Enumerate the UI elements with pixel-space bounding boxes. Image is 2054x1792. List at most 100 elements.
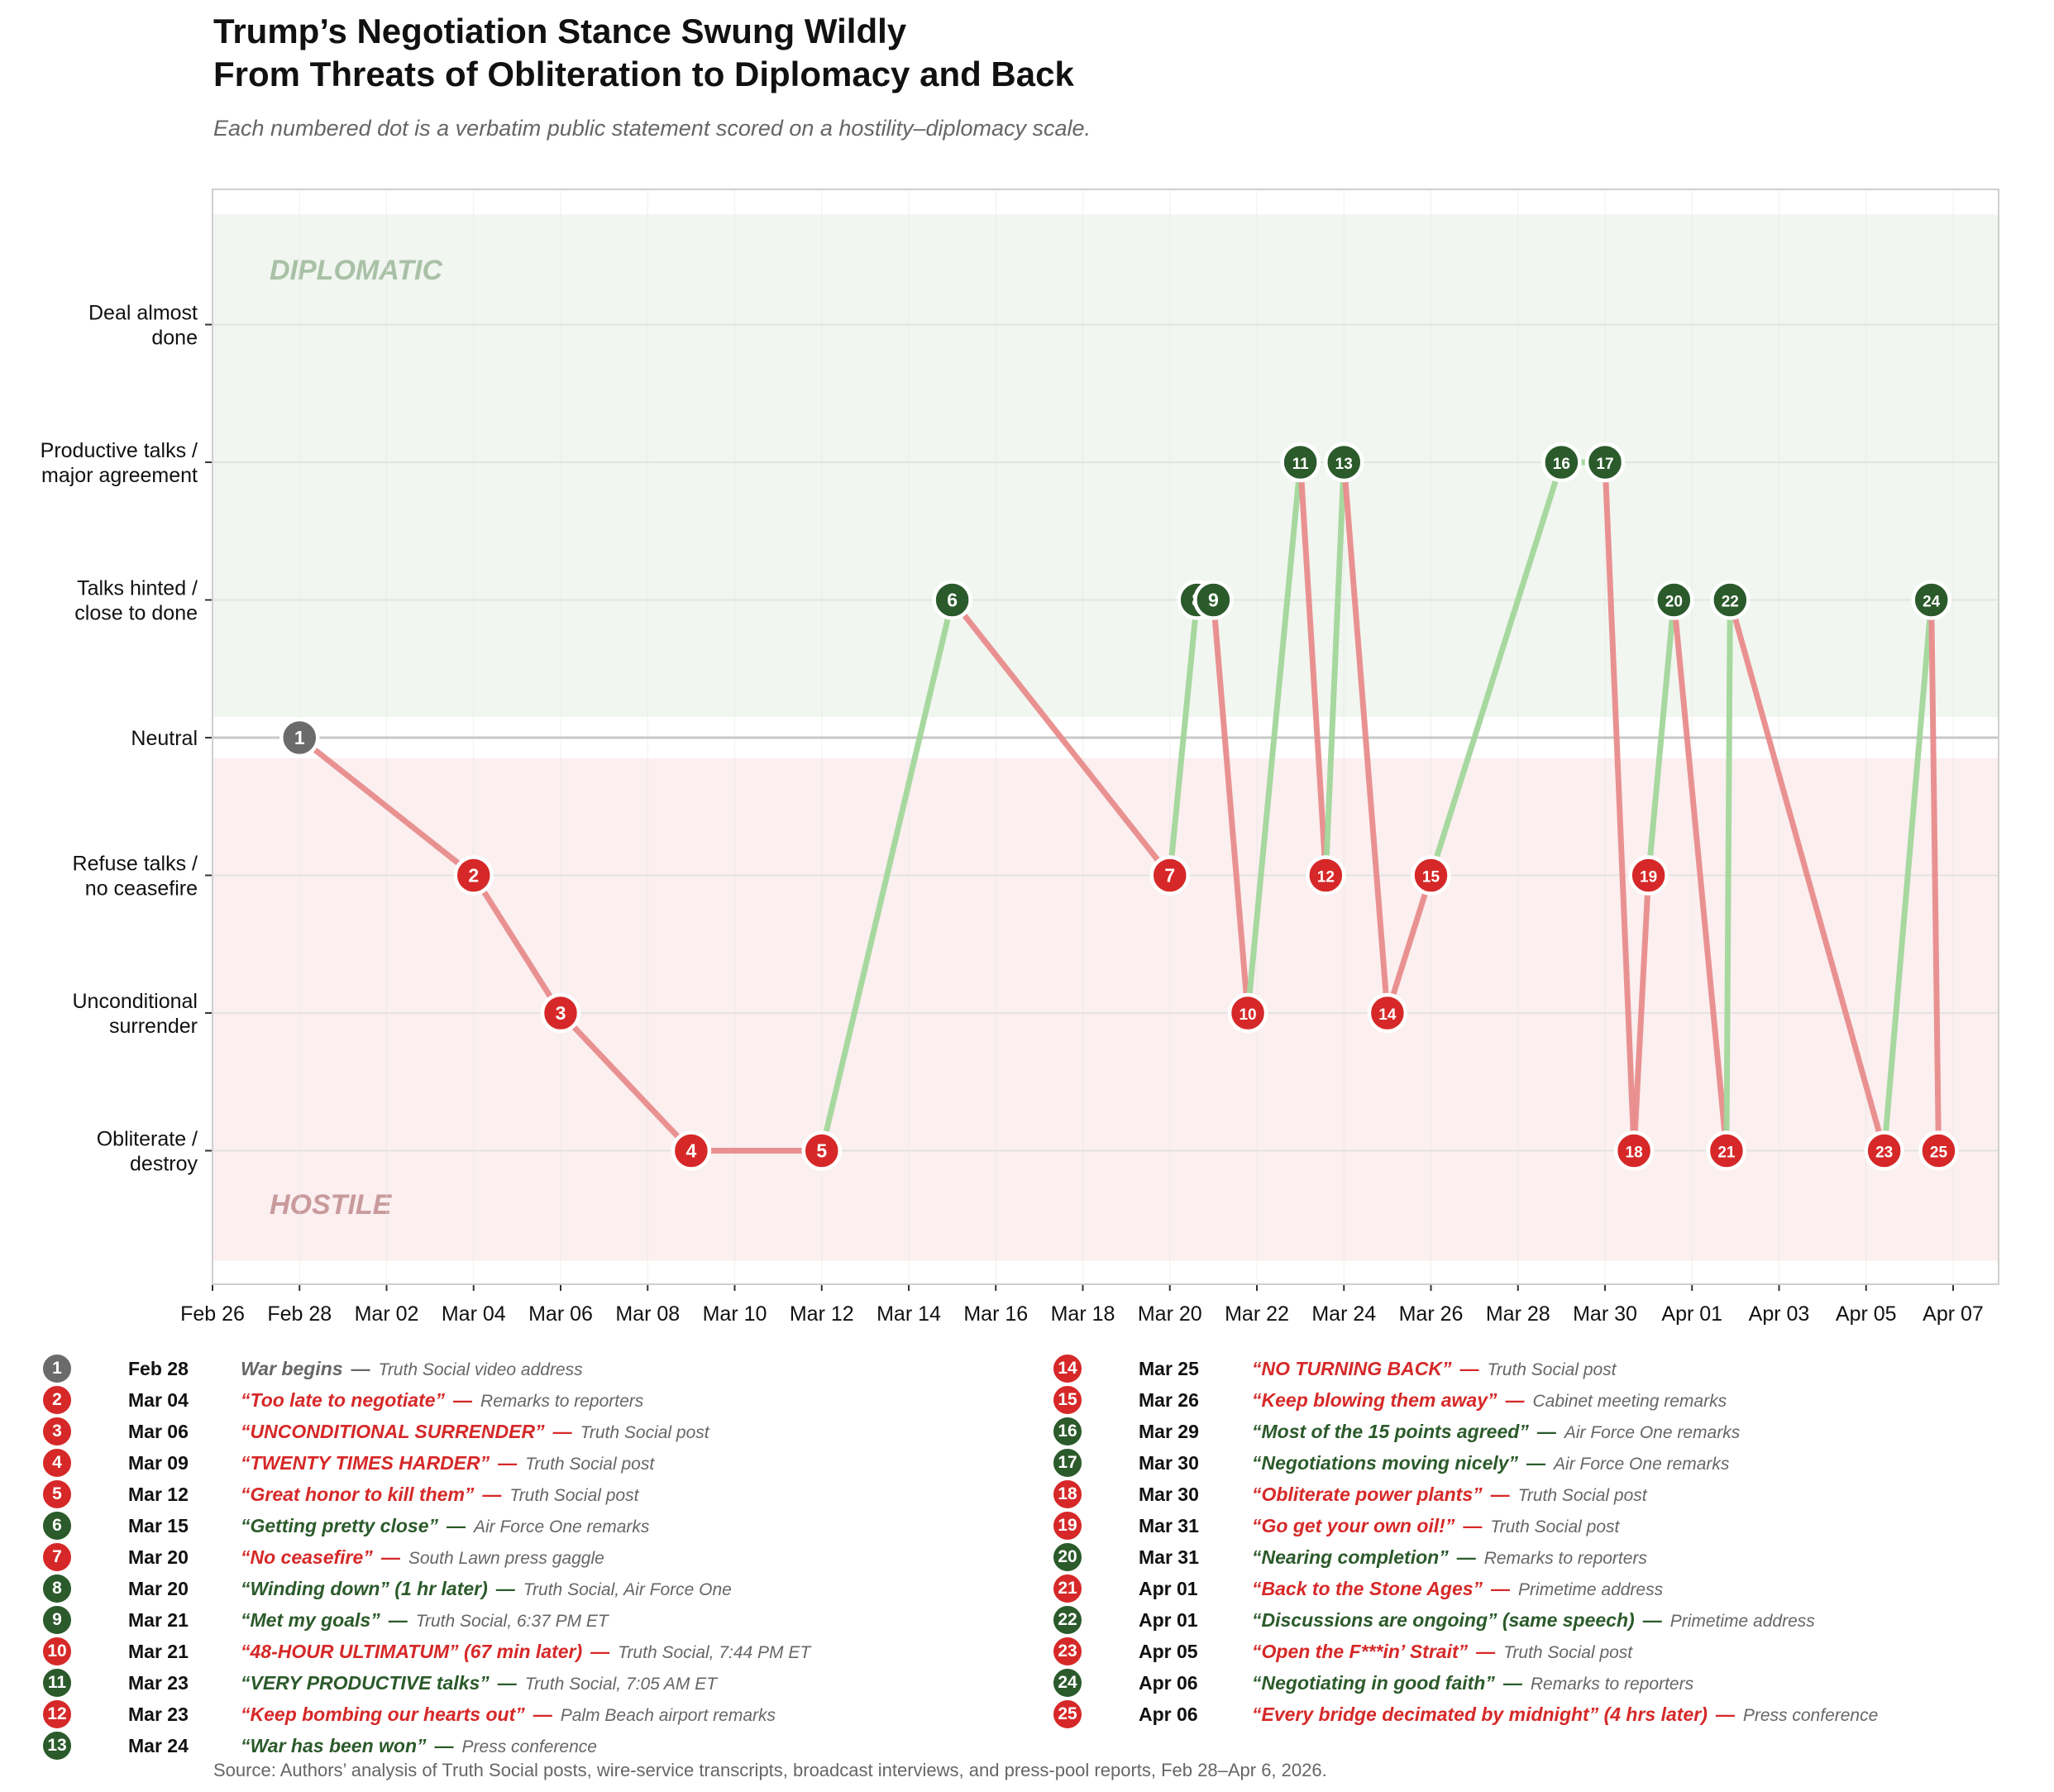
legend-dash: —	[1476, 1640, 1496, 1662]
legend-dot: 19	[1052, 1510, 1083, 1541]
stance-segment	[1340, 459, 1391, 1016]
x-tick-label: Mar 06	[528, 1302, 593, 1326]
stance-segment	[1646, 597, 1677, 878]
legend-text: “No ceasefire” — South Lawn press gaggle	[241, 1546, 604, 1569]
legend-quote: “Open the F***in’ Strait”	[1252, 1640, 1469, 1662]
statement-dot	[540, 992, 581, 1034]
legend-date: Mar 20	[128, 1546, 189, 1568]
legend-text: War begins — Truth Social video address	[241, 1358, 583, 1380]
statement-point-9: 9	[1193, 580, 1234, 620]
statement-point-18: 18	[1613, 1130, 1655, 1171]
statement-dot-label: 10	[1239, 1006, 1256, 1024]
x-tick-label: Mar 28	[1486, 1302, 1550, 1326]
legend-dash: —	[1536, 1420, 1556, 1442]
statement-dot	[1149, 855, 1190, 896]
legend-source: Press conference	[461, 1737, 597, 1756]
legend-item: 12 Mar 23 “Keep bombing our hearts out” — Pa…	[0, 1699, 1025, 1730]
legend-quote: “Discussions are ongoing” (same speech)	[1252, 1608, 1635, 1631]
legend-quote: “Obliterate power plants”	[1252, 1483, 1483, 1505]
legend-item: 18 Mar 30 “Obliterate power plants” — Truth …	[0, 1479, 2054, 1510]
statement-point-1: 1	[279, 717, 320, 758]
stance-segment	[949, 597, 1173, 878]
statement-point-15: 15	[1411, 855, 1451, 896]
legend-item: 1 Feb 28 War begins — Truth Social video add…	[0, 1353, 1025, 1384]
statement-dot-label: 17	[1596, 456, 1613, 473]
legend-text: “Keep bombing our hearts out” — Palm Beach…	[241, 1704, 776, 1726]
legend-text: “Nearing completion” — Remarks to reporter…	[1252, 1546, 1647, 1569]
x-tick-label: Apr 05	[1836, 1302, 1897, 1326]
statement-dot	[1918, 1130, 1959, 1171]
legend-text: “48-HOUR ULTIMATUM” (67 min later) — Truth…	[241, 1641, 810, 1663]
statement-dot	[1280, 442, 1321, 483]
x-tick-label: Mar 14	[877, 1302, 941, 1326]
legend-source: Truth Social, 7:05 AM ET	[524, 1674, 718, 1694]
legend-dot: 11	[41, 1667, 73, 1699]
statement-dot	[671, 1130, 712, 1171]
legend-date: Mar 21	[128, 1640, 189, 1662]
legend-text: “TWENTY TIMES HARDER” — Truth Social post	[241, 1452, 654, 1474]
statement-point-21: 21	[1706, 1130, 1747, 1171]
legend-date: Apr 01	[1139, 1608, 1198, 1631]
legend-dot: 5	[41, 1479, 73, 1510]
legend-quote: “Nearing completion”	[1252, 1546, 1449, 1568]
legend-source: Cabinet meeting remarks	[1532, 1391, 1727, 1411]
statement-dot-label: 16	[1553, 456, 1570, 473]
legend-quote: “Great honor to kill them”	[241, 1483, 475, 1505]
legend-dot: 9	[41, 1604, 73, 1636]
legend-quote: “Winding down” (1 hr later)	[241, 1577, 488, 1599]
legend-dash: —	[1642, 1608, 1662, 1631]
legend-source: Truth Social post	[1517, 1485, 1647, 1505]
legend-source: Truth Social post	[1487, 1360, 1617, 1379]
statement-dot	[1227, 992, 1268, 1034]
legend-item: 22 Apr 01 “Discussions are ongoing” (same …	[0, 1604, 2054, 1636]
legend-dot: 14	[1052, 1353, 1083, 1384]
statement-dot-label: 3	[556, 1002, 566, 1024]
statement-dot-label: 19	[1640, 869, 1657, 886]
legend-date: Mar 23	[128, 1703, 189, 1725]
zone-label-diplomatic: DIPLOMATIC	[270, 255, 442, 286]
chart-title: Trump’s Negotiation Stance Swung Wildly …	[213, 10, 1074, 96]
stance-segment	[1167, 597, 1201, 878]
legend-item: 19 Mar 31 “Go get your own oil!” — Truth Soc…	[0, 1510, 2054, 1541]
statement-dot	[1628, 855, 1669, 896]
statement-point-12: 12	[1306, 855, 1346, 896]
stance-segment	[1727, 597, 1888, 1154]
legend-dot: 7	[41, 1541, 73, 1573]
statement-dot	[1654, 580, 1694, 620]
x-tick-label: Mar 08	[615, 1302, 680, 1326]
legend-dot: 3	[41, 1416, 73, 1447]
stance-segment	[557, 1010, 695, 1154]
legend-source: Truth Social post	[580, 1422, 709, 1442]
statement-point-17: 17	[1584, 442, 1626, 483]
legend-date: Mar 30	[1139, 1483, 1199, 1505]
legend-quote: “No ceasefire”	[241, 1546, 373, 1568]
legend-date: Mar 12	[128, 1483, 189, 1505]
legend-quote: “Go get your own oil!”	[1252, 1514, 1455, 1536]
statement-point-10: 10	[1227, 992, 1268, 1034]
legend-item: 20 Mar 31 “Nearing completion” — Remarks to …	[0, 1541, 2054, 1573]
legend-dot: 17	[1052, 1447, 1083, 1479]
legend-source: Remarks to reporters	[1483, 1548, 1647, 1568]
x-tick-label: Apr 03	[1749, 1302, 1810, 1326]
legend-item: 23 Apr 05 “Open the F***in’ Strait” — Truth …	[0, 1636, 2054, 1667]
statement-point-4: 4	[671, 1130, 712, 1171]
stance-segment	[1384, 872, 1434, 1016]
legend-quote: “Getting pretty close”	[241, 1514, 438, 1536]
statement-point-19: 19	[1628, 855, 1669, 896]
y-tick-label: Productive talks / major agreement	[41, 439, 198, 487]
statement-dot-label: 15	[1422, 869, 1440, 886]
legend-quote: “NO TURNING BACK”	[1252, 1357, 1452, 1379]
statement-dot-label: 20	[1665, 594, 1683, 611]
stance-segment	[1631, 872, 1652, 1154]
legend-text: “Negotiating in good faith” — Remarks to r…	[1252, 1672, 1693, 1694]
legend-dash: —	[495, 1577, 515, 1599]
legend-dash: —	[552, 1420, 572, 1442]
legend-text: “Most of the 15 points agreed” — Air Force…	[1252, 1421, 1740, 1443]
legend-text: “War has been won” — Press conference	[241, 1735, 597, 1757]
x-tick-label: Apr 07	[1923, 1302, 1984, 1326]
statement-dot-label: 1	[294, 727, 305, 748]
statement-point-11: 11	[1280, 442, 1321, 483]
legend-item: 8 Mar 20 “Winding down” (1 hr later) — Truth…	[0, 1573, 1025, 1604]
legend-dash: —	[453, 1388, 473, 1411]
legend-dash: —	[590, 1640, 610, 1662]
